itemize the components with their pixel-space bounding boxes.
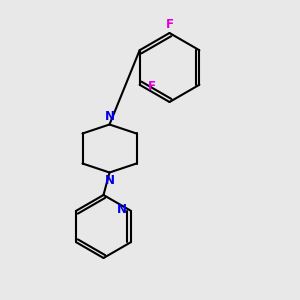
Text: N: N xyxy=(104,173,115,187)
Text: F: F xyxy=(148,80,156,93)
Text: F: F xyxy=(166,17,173,31)
Text: N: N xyxy=(104,110,115,124)
Text: N: N xyxy=(117,203,127,216)
